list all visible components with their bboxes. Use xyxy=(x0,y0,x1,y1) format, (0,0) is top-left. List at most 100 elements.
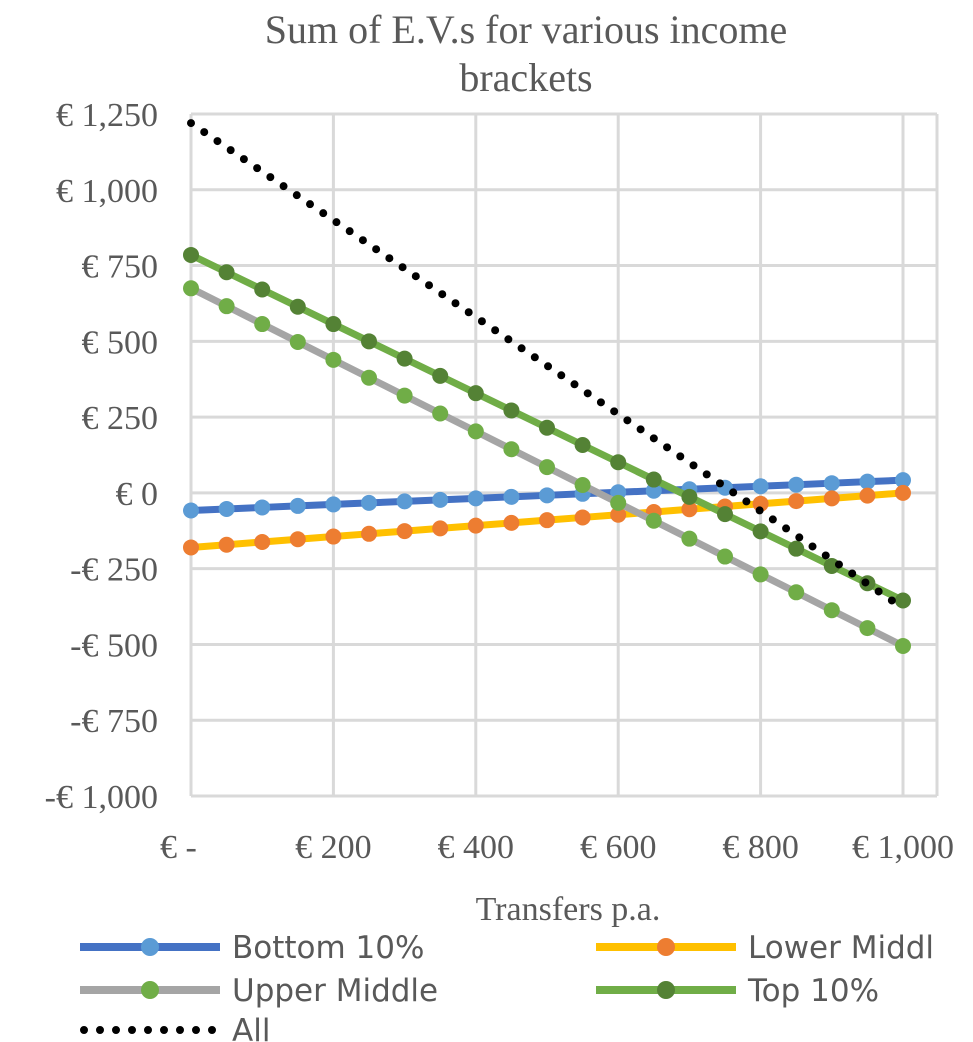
data-point-lower-middl xyxy=(539,512,555,529)
legend-item-all: All xyxy=(80,1013,270,1042)
data-point-top-10 xyxy=(361,333,377,350)
legend-marker xyxy=(141,981,159,999)
data-point-upper-middle xyxy=(574,477,591,494)
x-tick-label: € 600 xyxy=(580,829,657,866)
y-tick-label: € 0 xyxy=(116,476,159,513)
data-point-upper-middle xyxy=(218,298,235,315)
chart-title-line-2: brackets xyxy=(459,55,593,100)
data-point-upper-middle xyxy=(539,459,555,476)
data-point-upper-middle xyxy=(432,405,449,422)
legend-marker xyxy=(141,938,159,956)
data-point-top-10 xyxy=(788,540,805,557)
data-point-upper-middle xyxy=(467,423,484,440)
data-point-bottom-10 xyxy=(539,487,555,504)
data-point-upper-middle xyxy=(289,333,306,350)
data-point-top-10 xyxy=(610,454,627,471)
legend-item-upper-middle: Upper Middle xyxy=(80,973,438,1009)
data-point-upper-middle xyxy=(183,280,199,297)
legend: Bottom 10% Lower Middl Upper Middle Top 10%… xyxy=(80,930,934,1042)
data-point-upper-middle xyxy=(325,351,342,368)
data-point-lower-middl xyxy=(432,520,449,537)
chart-title-line-1: Sum of E.V.s for various income xyxy=(264,7,788,52)
data-point-top-10 xyxy=(895,592,911,609)
data-point-lower-middl xyxy=(574,509,591,526)
y-tick-label: -€ 750 xyxy=(70,703,158,740)
data-point-bottom-10 xyxy=(396,493,413,510)
data-point-bottom-10 xyxy=(752,478,769,495)
legend-label: Lower Middl xyxy=(748,930,934,966)
data-point-top-10 xyxy=(574,436,591,453)
data-point-bottom-10 xyxy=(432,491,449,508)
series-upper-middle xyxy=(183,280,911,654)
legend-marker xyxy=(657,981,675,999)
series-top-10 xyxy=(183,246,911,609)
data-point-upper-middle xyxy=(361,369,377,386)
data-point-top-10 xyxy=(467,385,484,402)
data-point-upper-middle xyxy=(717,548,733,565)
data-point-upper-middle xyxy=(752,566,769,583)
data-point-upper-middle xyxy=(610,494,627,511)
data-point-lower-middl xyxy=(325,528,342,545)
y-tick-label: -€ 250 xyxy=(70,552,158,589)
data-point-upper-middle xyxy=(503,441,520,458)
data-point-lower-middl xyxy=(254,533,271,550)
y-tick-label: € 250 xyxy=(82,400,159,437)
legend-label: All xyxy=(232,1013,270,1042)
data-point-top-10 xyxy=(432,367,449,384)
y-tick-label: -€ 500 xyxy=(70,627,158,664)
x-axis-tick-labels: € - € 200 € 400 € 600 € 800 € 1,000 xyxy=(160,829,954,866)
data-point-lower-middl xyxy=(289,531,306,548)
legend-item-bottom-10: Bottom 10% xyxy=(80,930,424,966)
x-tick-label: € 800 xyxy=(722,829,799,866)
chart-title: Sum of E.V.s for various income brackets xyxy=(0,6,973,102)
grid-layer xyxy=(189,112,939,798)
y-tick-label: € 500 xyxy=(82,324,159,361)
data-point-lower-middl xyxy=(396,523,413,540)
series-all xyxy=(187,119,907,613)
y-tick-label: € 1,250 xyxy=(56,97,158,134)
x-tick-label: € 200 xyxy=(295,829,372,866)
data-point-lower-middl xyxy=(361,525,377,542)
data-point-upper-middle xyxy=(788,584,805,601)
data-point-top-10 xyxy=(717,506,733,523)
data-point-upper-middle xyxy=(645,512,662,529)
data-point-bottom-10 xyxy=(325,496,342,513)
series-layer xyxy=(183,119,911,654)
x-axis-title: Transfers p.a. xyxy=(476,891,661,928)
data-point-top-10 xyxy=(254,281,271,298)
data-point-top-10 xyxy=(823,557,840,574)
x-tick-label: € 1,000 xyxy=(852,829,954,866)
series-line-all xyxy=(187,119,907,613)
data-point-top-10 xyxy=(752,523,769,540)
data-point-upper-middle xyxy=(681,530,698,547)
data-point-upper-middle xyxy=(895,637,911,654)
legend-item-top-10: Top 10% xyxy=(596,973,879,1009)
data-point-bottom-10 xyxy=(895,472,911,489)
data-point-lower-middl xyxy=(218,536,235,553)
data-point-upper-middle xyxy=(859,620,876,637)
x-tick-label: € - xyxy=(160,829,197,866)
data-point-lower-middl xyxy=(467,517,484,534)
legend-label: Top 10% xyxy=(747,973,879,1009)
data-point-top-10 xyxy=(325,316,342,333)
data-point-bottom-10 xyxy=(503,488,520,505)
y-tick-label: € 1,000 xyxy=(56,173,158,210)
data-point-lower-middl xyxy=(859,487,876,504)
data-point-upper-middle xyxy=(254,316,271,333)
data-point-bottom-10 xyxy=(859,473,876,490)
data-point-top-10 xyxy=(289,298,306,315)
data-point-top-10 xyxy=(681,488,698,505)
data-point-upper-middle xyxy=(823,602,840,619)
y-axis-tick-labels: € 1,250 € 1,000 € 750 € 500 € 250 € 0 -€ 250 -€… xyxy=(45,97,158,816)
x-tick-label: € 400 xyxy=(438,829,515,866)
data-point-top-10 xyxy=(503,402,520,419)
data-point-bottom-10 xyxy=(289,497,306,514)
data-point-top-10 xyxy=(396,350,413,367)
data-point-lower-middl xyxy=(681,501,698,518)
data-point-bottom-10 xyxy=(823,475,840,492)
data-point-bottom-10 xyxy=(218,500,235,517)
data-point-bottom-10 xyxy=(361,494,377,511)
data-point-lower-middl xyxy=(610,506,627,523)
data-point-bottom-10 xyxy=(254,499,271,516)
